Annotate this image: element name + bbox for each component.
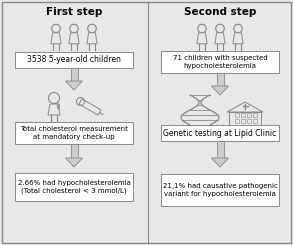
FancyBboxPatch shape (71, 68, 78, 81)
Polygon shape (212, 86, 229, 95)
Text: Second step: Second step (184, 7, 256, 17)
FancyBboxPatch shape (253, 119, 257, 123)
Polygon shape (51, 33, 61, 44)
Text: First step: First step (46, 7, 102, 17)
FancyBboxPatch shape (161, 51, 279, 73)
FancyBboxPatch shape (241, 113, 245, 117)
Polygon shape (227, 102, 263, 112)
FancyBboxPatch shape (2, 2, 291, 243)
FancyBboxPatch shape (217, 141, 224, 158)
FancyBboxPatch shape (235, 119, 239, 123)
FancyBboxPatch shape (229, 112, 261, 128)
Polygon shape (197, 33, 207, 44)
FancyBboxPatch shape (253, 113, 257, 117)
Text: 2.66% had hypocholesterolemia
(Total cholesterol < 3 mmol/L): 2.66% had hypocholesterolemia (Total cho… (18, 180, 130, 194)
Polygon shape (87, 33, 97, 44)
Text: 71 children with suspected
hypocholesterolemia: 71 children with suspected hypocholester… (173, 55, 267, 69)
FancyBboxPatch shape (217, 73, 224, 86)
Text: 3538 5-year-old children: 3538 5-year-old children (27, 56, 121, 64)
Polygon shape (69, 33, 79, 44)
Polygon shape (79, 99, 101, 115)
Polygon shape (66, 81, 83, 90)
FancyBboxPatch shape (15, 173, 133, 201)
FancyBboxPatch shape (15, 122, 133, 144)
Text: Genetic testing at Lipid Clinic: Genetic testing at Lipid Clinic (163, 128, 277, 137)
Polygon shape (212, 158, 229, 167)
FancyBboxPatch shape (15, 52, 133, 68)
Text: 21,1% had causative pathogenic
variant for hypocholesterolemia: 21,1% had causative pathogenic variant f… (163, 183, 277, 197)
FancyBboxPatch shape (161, 174, 279, 206)
Polygon shape (48, 104, 60, 115)
Polygon shape (66, 158, 83, 167)
Polygon shape (233, 33, 243, 44)
FancyBboxPatch shape (161, 125, 279, 141)
Text: Total cholesterol measurement
at mandatory check-up: Total cholesterol measurement at mandato… (20, 126, 128, 140)
FancyBboxPatch shape (247, 119, 251, 123)
FancyBboxPatch shape (235, 113, 239, 117)
FancyBboxPatch shape (247, 113, 251, 117)
Polygon shape (215, 33, 225, 44)
FancyBboxPatch shape (71, 144, 78, 158)
FancyBboxPatch shape (241, 119, 245, 123)
